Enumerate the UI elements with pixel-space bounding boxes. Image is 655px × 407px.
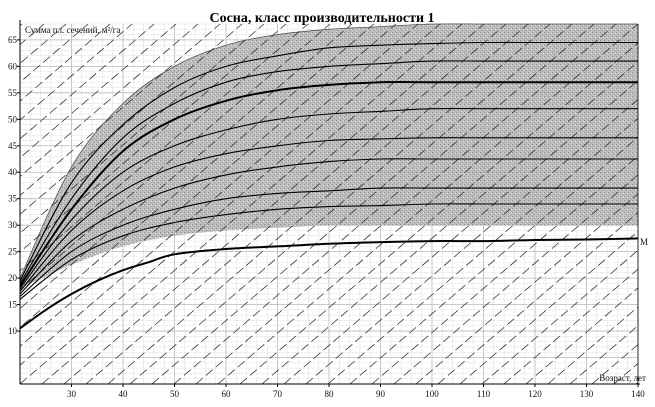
y-tick-label: 35	[8, 194, 18, 204]
series-line	[19, 107, 638, 290]
series-line	[19, 81, 639, 287]
y-tick-label: 45	[8, 141, 18, 151]
hatch-line	[20, 24, 441, 384]
series-line	[19, 137, 638, 292]
y-axis-label: Сумма пл. сечений, м²/га	[25, 25, 120, 35]
y-tick-label: 15	[8, 300, 18, 310]
y-tick-label: 55	[8, 88, 18, 98]
y-tick-label: 40	[8, 167, 18, 177]
x-axis-label: Возраст, лет	[599, 373, 646, 383]
x-tick-label: 70	[273, 389, 283, 399]
hatch-line	[107, 24, 529, 384]
x-tick-label: 140	[631, 389, 645, 399]
hatch-line	[20, 24, 199, 178]
tick-labels: 30 40 50 60 70 80 90 100 110 120 130 140 10 15 20 25 30 3…	[8, 35, 645, 399]
hatch-line	[195, 24, 617, 384]
hatch-line	[20, 24, 155, 140]
x-tick-label: 120	[528, 389, 542, 399]
hatch-line	[20, 24, 243, 215]
hatch-line	[20, 24, 331, 291]
x-tick-label: 30	[67, 389, 77, 399]
hatch-line	[173, 24, 595, 384]
y-tick-label: 25	[8, 247, 18, 257]
x-tick-label: 130	[580, 389, 594, 399]
hatch-line	[20, 24, 177, 159]
series-line	[19, 203, 638, 300]
series-layer	[19, 41, 639, 330]
x-tick-label: 40	[119, 389, 129, 399]
hatch-line	[129, 24, 551, 384]
y-tick-label: 10	[8, 326, 18, 336]
series-line	[19, 41, 638, 282]
hatch-line	[20, 24, 397, 347]
hatch-line	[20, 24, 375, 328]
y-tick-label: 30	[8, 220, 18, 230]
y-tick-label: 65	[8, 35, 18, 45]
hatch-line	[525, 287, 638, 384]
series-line-m	[19, 237, 639, 330]
hatch-line	[41, 24, 463, 384]
hatch-line	[481, 249, 638, 384]
x-tick-label: 90	[376, 389, 386, 399]
y-tick-label: 50	[8, 114, 18, 124]
hatch-line	[63, 24, 485, 384]
x-tick-label: 60	[222, 389, 232, 399]
series-label-m: М	[640, 237, 648, 247]
hatch-line	[20, 24, 111, 102]
x-tick-label: 80	[325, 389, 335, 399]
hatch-line	[20, 24, 265, 234]
hatch-line	[151, 24, 573, 384]
hatch-line	[20, 24, 221, 196]
series-line	[19, 158, 638, 295]
hatch-line	[85, 24, 507, 384]
y-tick-label: 20	[8, 273, 18, 283]
y-tick-label: 60	[8, 61, 18, 71]
chart-title: Сосна, класс производительности 1	[209, 11, 434, 26]
hatch-line	[20, 24, 353, 310]
hatch-line	[547, 306, 638, 384]
x-tick-label: 100	[425, 389, 439, 399]
hatch-line	[20, 24, 309, 272]
x-tick-label: 50	[170, 389, 180, 399]
series-line	[19, 60, 638, 284]
hatch-line	[20, 24, 133, 121]
hatch-line	[459, 230, 638, 384]
series-line	[19, 187, 638, 298]
hatch-line	[437, 212, 638, 384]
x-tick-label: 110	[477, 389, 491, 399]
hatch-line	[503, 268, 638, 384]
